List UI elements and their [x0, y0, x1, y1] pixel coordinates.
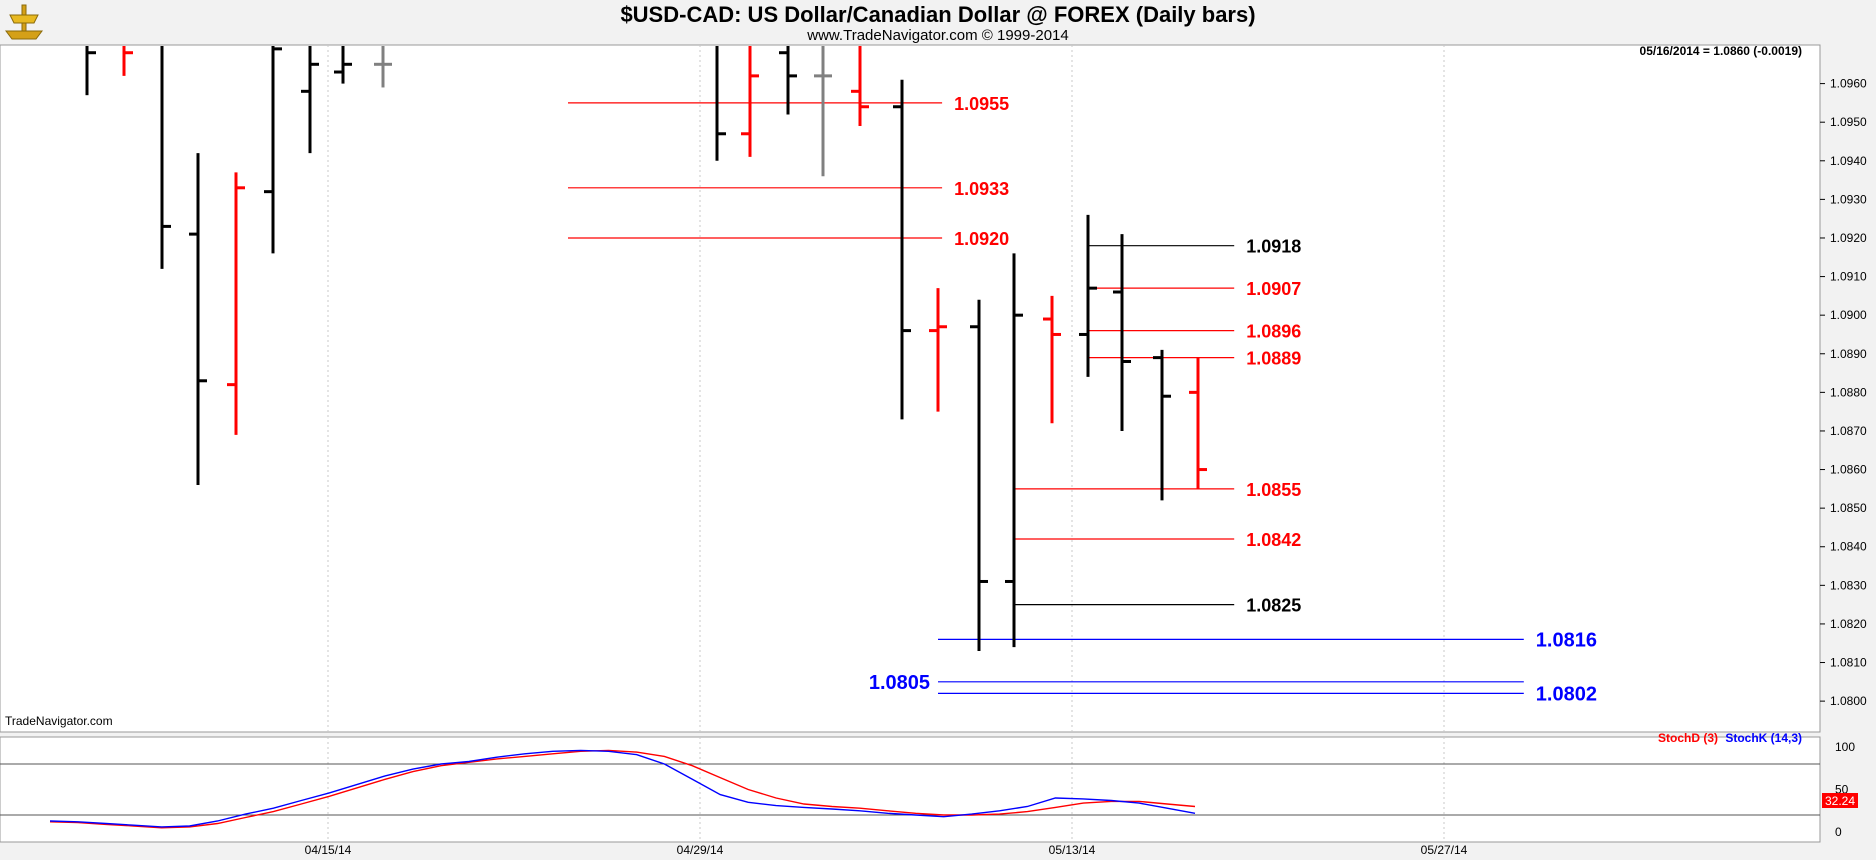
- level-label: 1.0933: [954, 179, 1009, 199]
- price-panel: [0, 44, 1821, 733]
- y-tick-label: 1.0880: [1830, 385, 1867, 399]
- ohlc-bar: [1043, 295, 1061, 424]
- ohlc-bar: [227, 172, 245, 435]
- last-quote: 05/16/2014 = 1.0860 (-0.0019): [1640, 44, 1802, 58]
- x-tick-label: 05/13/14: [1049, 843, 1096, 857]
- stoch-d-legend: StochD (3): [1658, 731, 1718, 745]
- level-label: 1.0920: [954, 229, 1009, 249]
- x-tick-label: 04/15/14: [305, 843, 352, 857]
- level-label: 1.0855: [1246, 480, 1301, 500]
- ohlc-bars: [85, 46, 1207, 651]
- ohlc-bar: [301, 46, 319, 154]
- ohlc-bar: [970, 299, 988, 651]
- y-tick-label: 1.0870: [1830, 424, 1867, 438]
- ohlc-bar: [189, 153, 207, 485]
- stoch-last-value: 32.24: [1825, 794, 1855, 808]
- ohlc-bar: [779, 46, 797, 115]
- stoch-k-legend: StochK (14,3): [1725, 731, 1802, 745]
- ohlc-bar: [160, 46, 171, 269]
- level-label: 1.0802: [1536, 683, 1597, 705]
- stoch-last-value-badge: [1822, 793, 1858, 808]
- y-tick-label: 1.0850: [1830, 501, 1867, 515]
- y-tick-label: 1.0840: [1830, 540, 1867, 554]
- level-label: 1.0918: [1246, 237, 1301, 257]
- stochastic-lines: [49, 749, 1196, 829]
- y-tick-label: 1.0960: [1830, 77, 1867, 91]
- y-tick-label: 1.0800: [1830, 694, 1867, 708]
- level-label: 1.0842: [1246, 530, 1301, 550]
- y-tick-label: 1.0860: [1830, 463, 1867, 477]
- level-label: 1.0955: [954, 94, 1009, 114]
- y-tick-label: 1.0940: [1830, 154, 1867, 168]
- ohlc-bar: [1189, 357, 1207, 489]
- stoch-tick-label: 100: [1835, 740, 1855, 754]
- ohlc-bar: [741, 46, 759, 157]
- stoch-tick-label: 0: [1835, 825, 1842, 839]
- support-resistance-levels: 1.0955 1.0933 1.0920 1.0918 1.0907 1.0896 1.08…: [568, 94, 1597, 705]
- stochastic-panel: [0, 736, 1821, 843]
- y-tick-label: 1.0830: [1830, 578, 1867, 592]
- ohlc-bar: [715, 46, 726, 161]
- y-tick-label: 1.0810: [1830, 656, 1867, 670]
- x-tick-label: 04/29/14: [677, 843, 724, 857]
- price-axis: 1.0960 1.0950 1.0940 1.0930 1.0920 1.0910 1.09…: [1820, 77, 1867, 839]
- ohlc-bar: [851, 46, 869, 127]
- y-tick-label: 1.0950: [1830, 115, 1867, 129]
- ohlc-bar: [374, 46, 392, 88]
- ohlc-bar: [1113, 234, 1131, 431]
- level-label: 1.0896: [1246, 322, 1301, 342]
- level-label: 1.0805: [869, 672, 930, 694]
- ohlc-bar: [85, 46, 96, 96]
- date-axis: 04/15/14 04/29/14 05/13/14 05/27/14: [305, 843, 1468, 857]
- y-tick-label: 1.0920: [1830, 231, 1867, 245]
- stoch-line-k: [49, 749, 1196, 828]
- level-label: 1.0907: [1246, 279, 1301, 299]
- ohlc-bar: [929, 288, 947, 412]
- stoch-line-d: [49, 749, 1196, 829]
- watermark: TradeNavigator.com: [5, 714, 113, 728]
- level-label: 1.0889: [1246, 349, 1301, 369]
- ohlc-bar: [1005, 253, 1023, 648]
- ohlc-bar: [893, 79, 911, 420]
- ohlc-bar: [1079, 214, 1097, 377]
- ohlc-bar: [264, 46, 282, 254]
- y-tick-label: 1.0820: [1830, 617, 1867, 631]
- y-tick-label: 1.0910: [1830, 270, 1867, 284]
- level-label: 1.0825: [1246, 596, 1301, 616]
- trade-navigator-logo: [5, 4, 43, 40]
- ohlc-bar: [1153, 349, 1171, 501]
- y-tick-label: 1.0900: [1830, 308, 1867, 322]
- ohlc-bar: [334, 46, 352, 84]
- ohlc-bar: [814, 46, 832, 177]
- x-tick-label: 05/27/14: [1421, 843, 1468, 857]
- chart-title: $USD-CAD: US Dollar/Canadian Dollar @ FO…: [620, 2, 1255, 27]
- level-label: 1.0816: [1536, 629, 1597, 651]
- y-tick-label: 1.0890: [1830, 347, 1867, 361]
- ohlc-bar: [122, 46, 133, 76]
- y-tick-label: 1.0930: [1830, 192, 1867, 206]
- chart-subtitle: www.TradeNavigator.com © 1999-2014: [806, 27, 1068, 44]
